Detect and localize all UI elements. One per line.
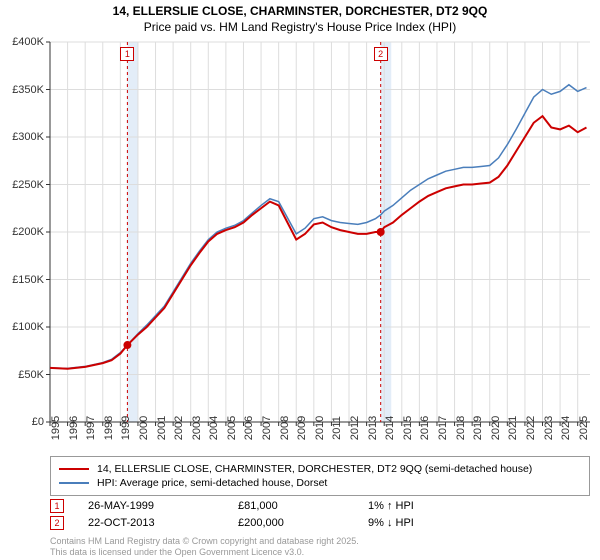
sale-date: 26-MAY-1999 [88, 500, 238, 512]
x-tick-label: 1995 [50, 416, 62, 440]
x-tick-label: 1999 [120, 416, 132, 440]
legend: 14, ELLERSLIE CLOSE, CHARMINSTER, DORCHE… [50, 456, 590, 496]
x-tick-label: 2007 [261, 416, 273, 440]
x-tick-label: 2003 [191, 416, 203, 440]
x-tick-label: 2021 [507, 416, 519, 440]
x-tick-label: 2000 [138, 416, 150, 440]
chart-svg [50, 42, 590, 422]
y-axis: £0£50K£100K£150K£200K£250K£300K£350K£400… [0, 42, 48, 422]
sale-row: 2 22-OCT-2013£200,0009% ↓ HPI [50, 516, 590, 530]
y-tick-label: £100K [12, 321, 44, 333]
x-tick-label: 2012 [349, 416, 361, 440]
x-tick-label: 2006 [243, 416, 255, 440]
x-tick-label: 1996 [68, 416, 80, 440]
y-tick-label: £400K [12, 36, 44, 48]
x-tick-label: 2025 [578, 416, 590, 440]
sales-table: 1 26-MAY-1999£81,0001% ↑ HPI 2 22-OCT-2013£… [50, 496, 590, 533]
x-tick-label: 2004 [208, 416, 220, 440]
sale-marker-badge: 2 [50, 516, 64, 530]
x-tick-label: 2014 [384, 416, 396, 440]
x-tick-label: 2010 [314, 416, 326, 440]
attribution-line: Contains HM Land Registry data © Crown c… [50, 536, 359, 547]
legend-swatch [59, 482, 89, 484]
legend-item: 14, ELLERSLIE CLOSE, CHARMINSTER, DORCHE… [59, 463, 581, 475]
y-tick-label: £150K [12, 274, 44, 286]
sale-row: 1 26-MAY-1999£81,0001% ↑ HPI [50, 499, 590, 513]
attribution: Contains HM Land Registry data © Crown c… [50, 536, 359, 558]
x-tick-label: 2015 [402, 416, 414, 440]
chart-subtitle: Price paid vs. HM Land Registry's House … [0, 20, 600, 38]
x-tick-label: 2016 [419, 416, 431, 440]
x-tick-label: 2011 [331, 416, 343, 440]
sale-diff: 9% ↓ HPI [368, 517, 414, 529]
y-tick-label: £0 [32, 416, 44, 428]
y-tick-label: £300K [12, 131, 44, 143]
legend-item: HPI: Average price, semi-detached house,… [59, 477, 581, 489]
x-tick-label: 2001 [156, 416, 168, 440]
x-tick-label: 2023 [543, 416, 555, 440]
sale-price: £81,000 [238, 500, 368, 512]
x-tick-label: 2022 [525, 416, 537, 440]
x-tick-label: 2024 [560, 416, 572, 440]
x-axis: 1995199619971998199920002001200220032004… [50, 424, 590, 454]
chart-plot-area: 12 [50, 42, 590, 422]
legend-label: HPI: Average price, semi-detached house,… [97, 477, 327, 489]
y-tick-label: £250K [12, 179, 44, 191]
x-tick-label: 2013 [367, 416, 379, 440]
x-tick-label: 2002 [173, 416, 185, 440]
x-tick-label: 2005 [226, 416, 238, 440]
y-tick-label: £50K [18, 369, 44, 381]
sale-marker-label: 2 [374, 47, 388, 61]
y-tick-label: £350K [12, 84, 44, 96]
x-tick-label: 2019 [472, 416, 484, 440]
sale-price: £200,000 [238, 517, 368, 529]
sale-marker-label: 1 [120, 47, 134, 61]
chart-title: 14, ELLERSLIE CLOSE, CHARMINSTER, DORCHE… [0, 0, 600, 20]
y-tick-label: £200K [12, 226, 44, 238]
x-tick-label: 2008 [279, 416, 291, 440]
x-tick-label: 2017 [437, 416, 449, 440]
legend-swatch [59, 468, 89, 470]
x-tick-label: 1997 [85, 416, 97, 440]
sale-diff: 1% ↑ HPI [368, 500, 414, 512]
legend-label: 14, ELLERSLIE CLOSE, CHARMINSTER, DORCHE… [97, 463, 532, 475]
attribution-line: This data is licensed under the Open Gov… [50, 547, 359, 558]
x-tick-label: 2009 [296, 416, 308, 440]
x-tick-label: 2020 [490, 416, 502, 440]
sale-marker-badge: 1 [50, 499, 64, 513]
sale-date: 22-OCT-2013 [88, 517, 238, 529]
x-tick-label: 2018 [455, 416, 467, 440]
x-tick-label: 1998 [103, 416, 115, 440]
